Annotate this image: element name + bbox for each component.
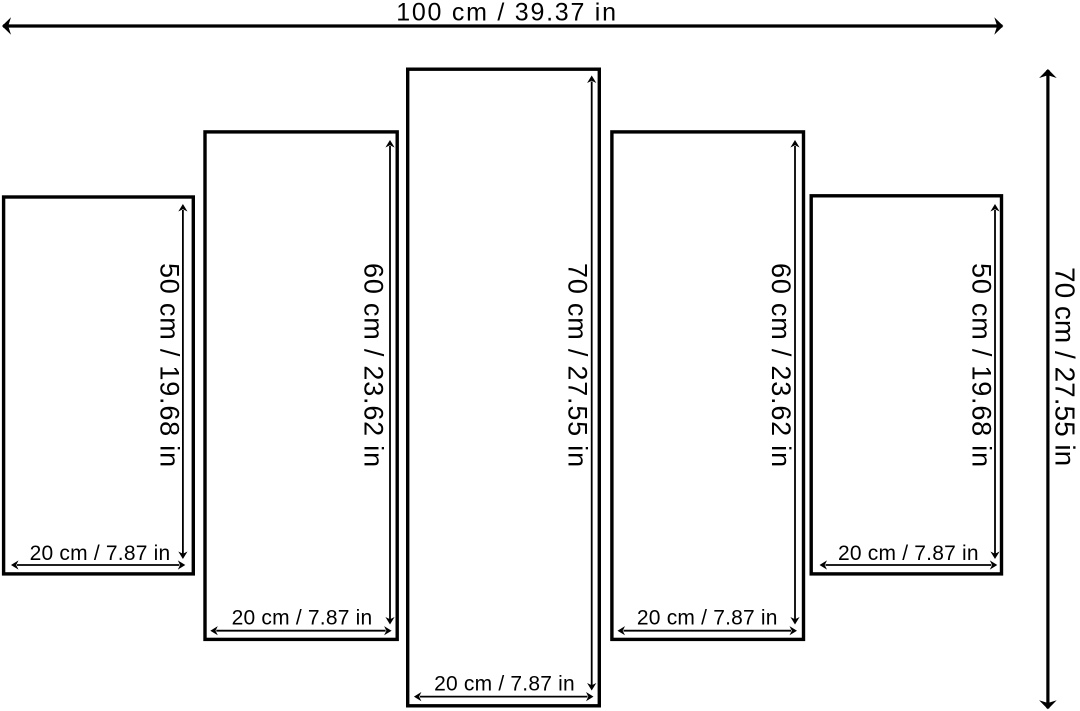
svg-text:20 cm / 7.87 in: 20 cm / 7.87 in xyxy=(637,607,778,630)
svg-text:50 cm / 19.68 in: 50 cm / 19.68 in xyxy=(154,263,184,468)
svg-text:20 cm / 7.87 in: 20 cm / 7.87 in xyxy=(232,607,373,630)
svg-text:60 cm / 23.62 in: 60 cm / 23.62 in xyxy=(766,263,796,468)
svg-text:20 cm / 7.87 in: 20 cm / 7.87 in xyxy=(30,542,171,565)
svg-text:20 cm / 7.87 in: 20 cm / 7.87 in xyxy=(434,673,575,696)
svg-text:70 cm / 27.55 in: 70 cm / 27.55 in xyxy=(563,263,593,468)
svg-text:50 cm / 19.68 in: 50 cm / 19.68 in xyxy=(967,263,997,468)
svg-text:20 cm / 7.87 in: 20 cm / 7.87 in xyxy=(838,542,979,565)
svg-text:60 cm / 23.62 in: 60 cm / 23.62 in xyxy=(359,263,389,468)
svg-text:100 cm / 39.37 in: 100 cm / 39.37 in xyxy=(396,0,618,27)
svg-text:70 cm / 27.55 in: 70 cm / 27.55 in xyxy=(1050,267,1080,466)
